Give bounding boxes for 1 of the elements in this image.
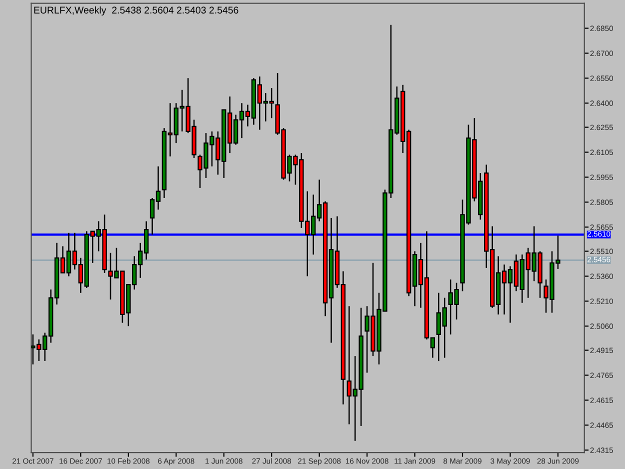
chart-title: EURLFX,Weekly 2.5438 2.5604 2.5403 2.5456 [34,6,238,16]
